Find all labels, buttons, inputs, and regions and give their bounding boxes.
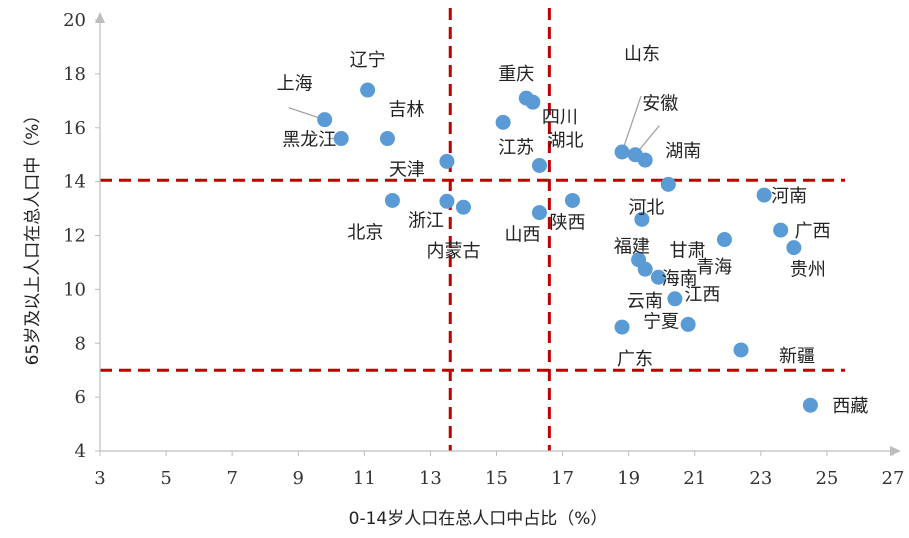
y-tick-label: 8 xyxy=(75,333,86,354)
point-label: 吉林 xyxy=(388,100,424,121)
point-label: 上海 xyxy=(277,74,313,95)
x-tick-label: 3 xyxy=(94,468,105,489)
x-tick-label: 19 xyxy=(617,468,640,489)
point-label: 安徽 xyxy=(642,94,678,115)
data-point xyxy=(634,211,650,227)
data-point xyxy=(455,199,471,215)
leader-line xyxy=(621,95,642,153)
data-points xyxy=(317,82,818,413)
data-point xyxy=(531,205,547,221)
point-label: 新疆 xyxy=(779,346,815,367)
y-tick-label: 12 xyxy=(63,226,86,247)
data-point xyxy=(614,144,630,160)
x-tick-label: 7 xyxy=(226,468,237,489)
data-point xyxy=(317,112,333,128)
x-tick-label: 17 xyxy=(551,468,574,489)
data-point xyxy=(667,291,683,307)
x-tick-label: 11 xyxy=(353,468,376,489)
data-point xyxy=(660,176,676,192)
x-tick-label: 13 xyxy=(419,468,442,489)
point-label: 辽宁 xyxy=(350,50,386,71)
y-tick-label: 4 xyxy=(75,441,86,462)
y-axis-arrow-icon xyxy=(95,12,105,23)
data-point xyxy=(360,82,376,98)
point-label: 云南 xyxy=(627,291,663,312)
data-point xyxy=(716,232,732,248)
point-label: 青海 xyxy=(696,257,732,278)
data-point xyxy=(773,222,789,238)
data-point xyxy=(680,316,696,332)
point-label: 西藏 xyxy=(832,396,868,417)
point-label: 河南 xyxy=(771,186,807,207)
point-label: 湖北 xyxy=(547,130,583,151)
point-label: 山东 xyxy=(624,44,660,65)
data-point xyxy=(379,131,395,147)
x-axis-arrow-icon xyxy=(890,446,901,456)
x-tick-label: 5 xyxy=(160,468,171,489)
point-label: 河北 xyxy=(628,197,664,218)
point-label: 黑龙江 xyxy=(282,130,336,151)
point-label: 贵州 xyxy=(790,260,826,281)
point-label: 广西 xyxy=(795,221,831,242)
data-point xyxy=(495,114,511,130)
data-point xyxy=(786,240,802,256)
x-axis-title: 0-14岁人口在总人口中占比（%） xyxy=(349,509,608,529)
y-tick-label: 20 xyxy=(63,10,86,31)
point-label: 山西 xyxy=(504,225,540,246)
y-tick-labels: 4 6 8 10 12 14 16 18 20 xyxy=(63,10,100,462)
data-point xyxy=(525,94,541,110)
data-point xyxy=(564,192,580,208)
data-point xyxy=(531,157,547,173)
x-tick-label: 23 xyxy=(749,468,772,489)
x-tick-label: 9 xyxy=(293,468,304,489)
point-label: 四川 xyxy=(542,107,578,128)
x-tick-label: 25 xyxy=(815,468,838,489)
point-label: 天津 xyxy=(389,159,425,180)
x-tick-label: 21 xyxy=(683,468,706,489)
data-point xyxy=(333,131,349,147)
x-tick-labels: 3 5 7 9 11 13 15 17 19 21 23 25 27 xyxy=(94,451,904,489)
point-label: 广东 xyxy=(617,349,653,370)
point-label: 重庆 xyxy=(498,64,534,85)
data-point xyxy=(650,269,666,285)
point-label: 江苏 xyxy=(498,137,534,158)
point-label: 福建 xyxy=(614,236,650,257)
point-label: 陕西 xyxy=(549,212,585,233)
point-label: 宁夏 xyxy=(643,311,679,332)
data-point xyxy=(802,397,818,413)
point-label: 北京 xyxy=(347,222,383,243)
data-point xyxy=(637,152,653,168)
x-tick-label: 27 xyxy=(882,468,905,489)
y-tick-label: 18 xyxy=(63,64,86,85)
data-point xyxy=(733,342,749,358)
data-point xyxy=(384,192,400,208)
point-label: 浙江 xyxy=(408,210,444,231)
point-label: 江西 xyxy=(684,284,720,305)
data-point xyxy=(637,261,653,277)
y-tick-label: 14 xyxy=(63,172,86,193)
y-tick-label: 6 xyxy=(75,387,86,408)
data-point xyxy=(756,187,772,203)
data-point xyxy=(439,193,455,209)
data-point xyxy=(614,319,630,335)
point-label: 甘肃 xyxy=(669,241,705,262)
data-point xyxy=(439,153,455,169)
y-tick-label: 10 xyxy=(63,279,86,300)
reference-lines xyxy=(100,8,845,451)
y-tick-label: 16 xyxy=(63,118,86,139)
point-label: 海南 xyxy=(662,269,698,290)
point-label: 内蒙古 xyxy=(426,241,480,262)
leader-lines xyxy=(288,95,660,156)
y-axis-title: 65岁及以上人口在总人口中（%） xyxy=(23,107,43,366)
point-label: 湖南 xyxy=(665,141,701,162)
x-tick-label: 15 xyxy=(485,468,508,489)
